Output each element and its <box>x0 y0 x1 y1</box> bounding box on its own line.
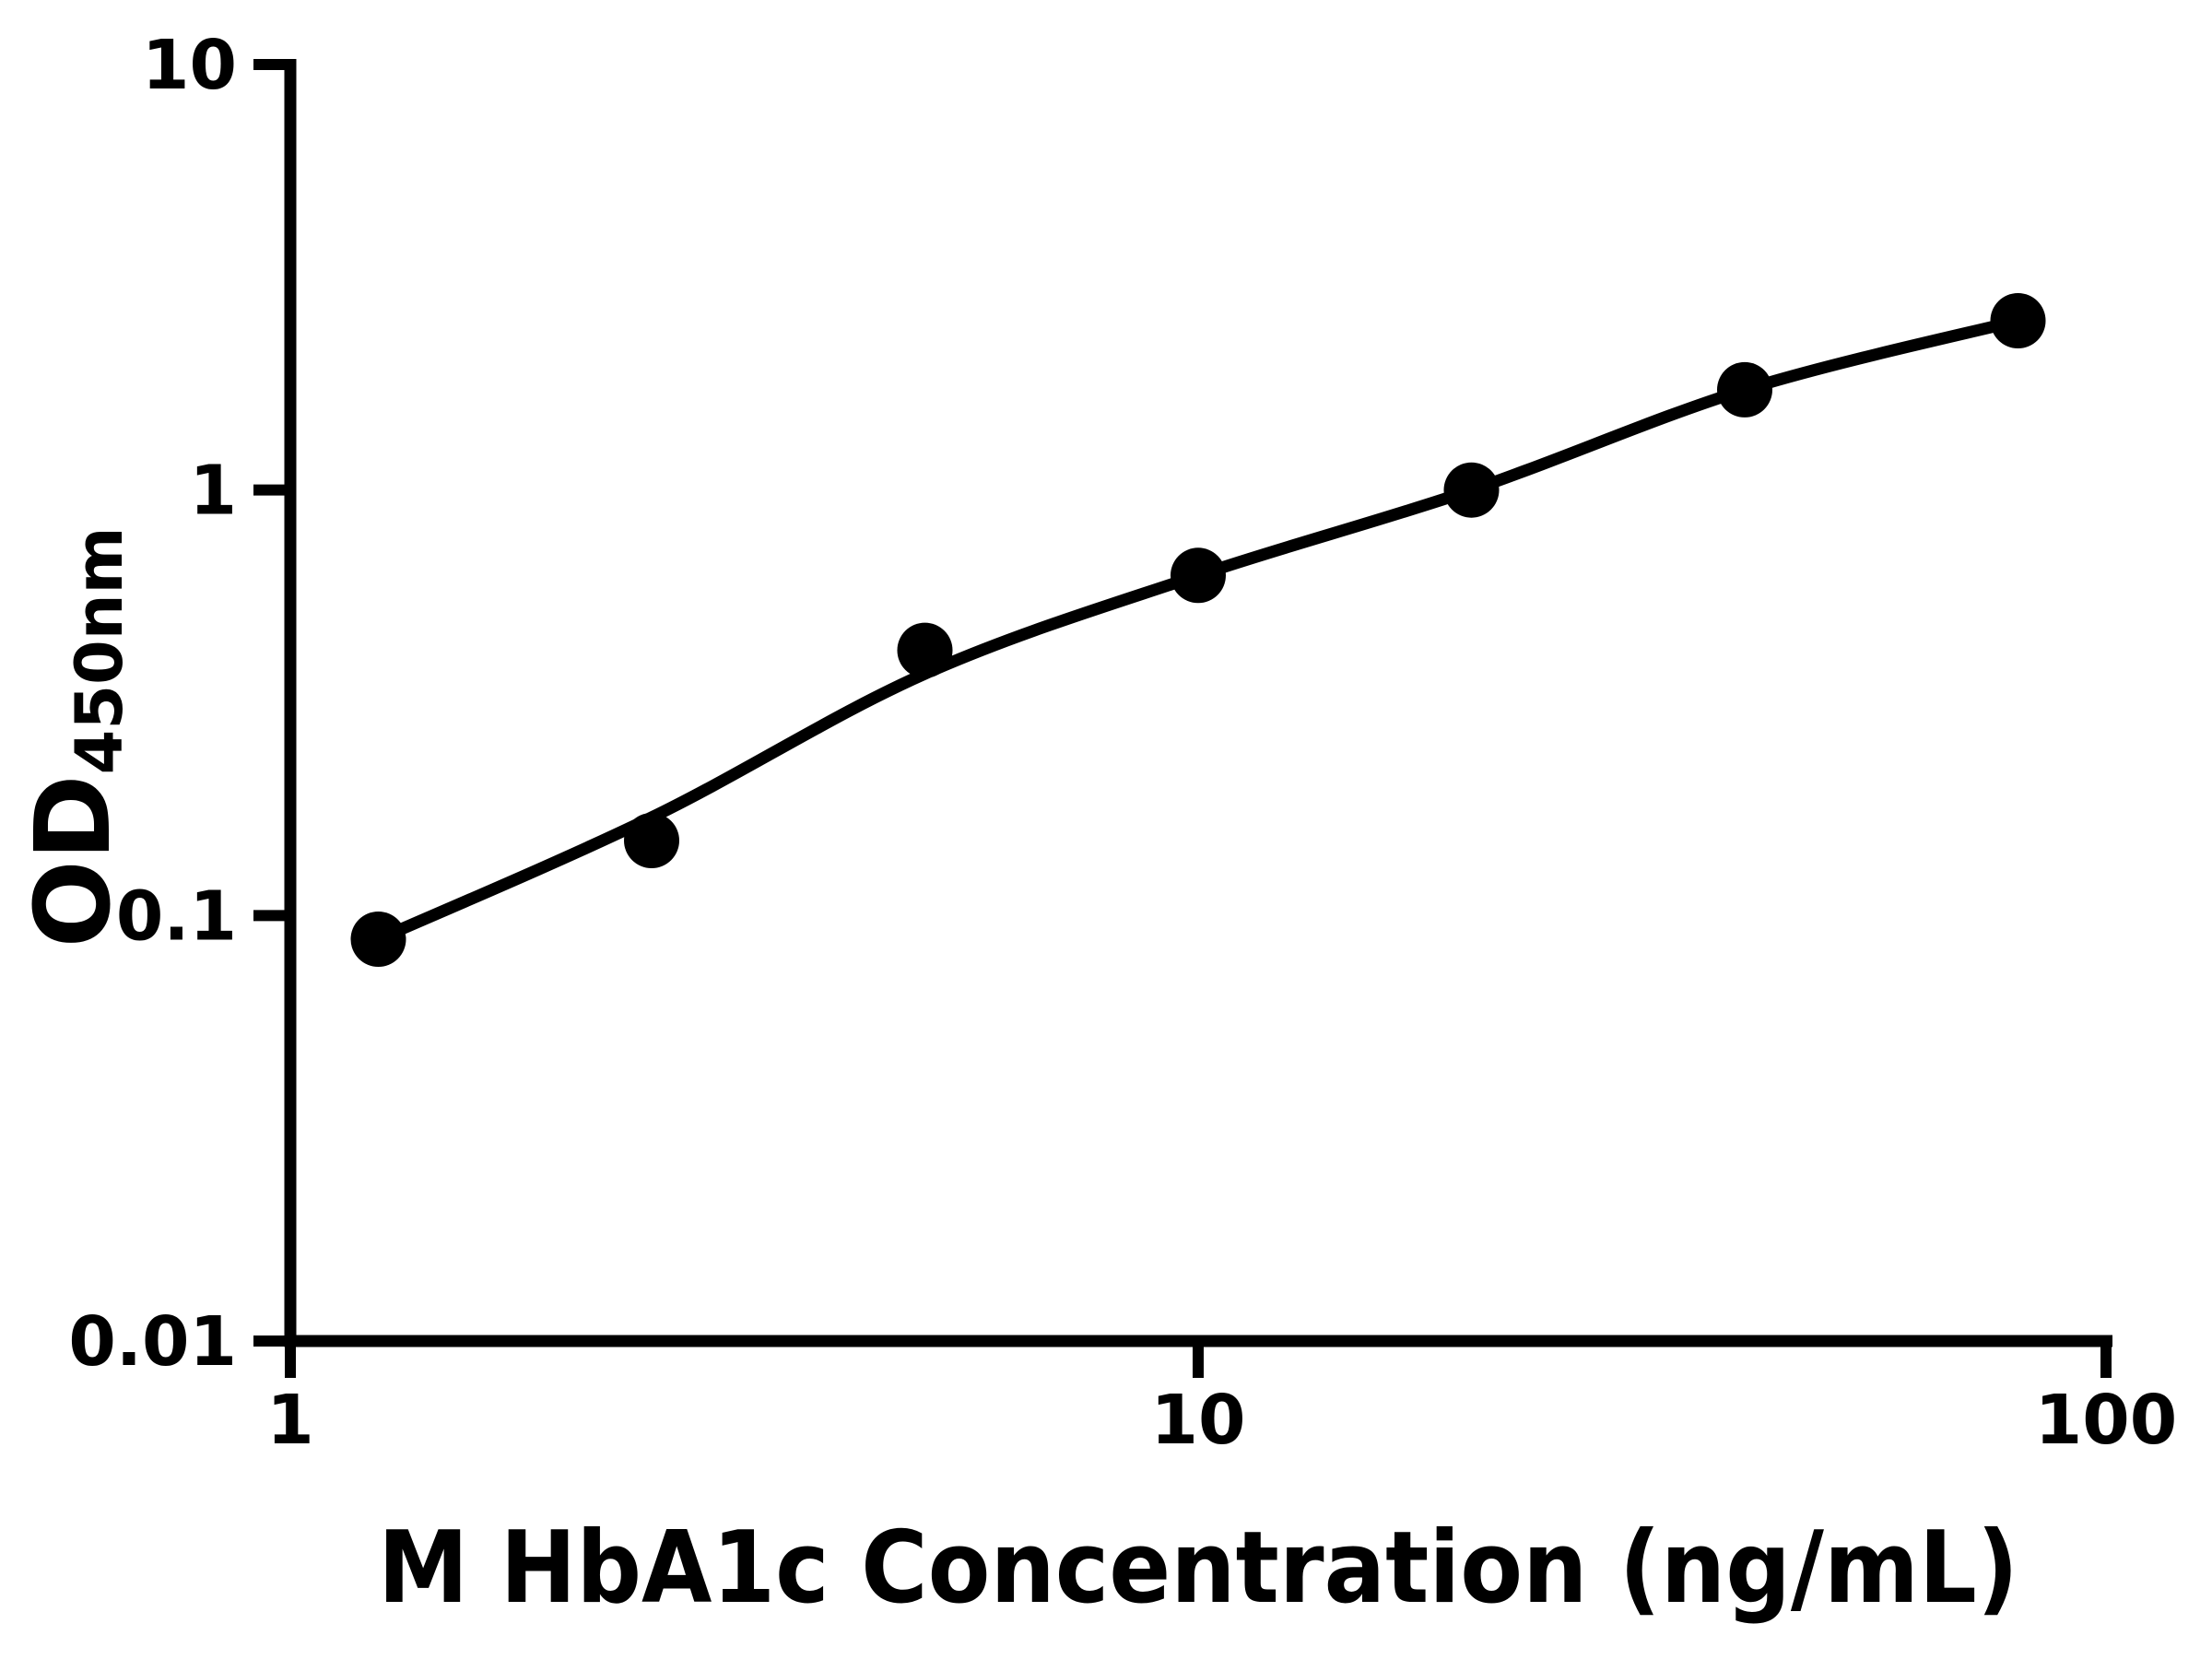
data-point <box>1443 462 1500 518</box>
fit-curve-line <box>375 314 2020 945</box>
axis-lines <box>284 59 2112 1347</box>
data-point <box>624 813 679 868</box>
x-axis-ticks: 1 10 100 <box>266 1341 2177 1460</box>
y-axis-ticks: 0.01 0.1 1 10 <box>68 26 290 1382</box>
x-tick-label: 100 <box>2035 1381 2177 1460</box>
data-point <box>1990 293 2046 348</box>
y-tick-label: 1 <box>190 452 238 531</box>
data-point <box>897 622 953 678</box>
data-point <box>1171 547 1226 604</box>
y-tick-label: 0.01 <box>68 1302 237 1382</box>
y-tick-label: 0.1 <box>116 877 237 956</box>
data-point <box>1717 361 1772 418</box>
y-axis-title-sub: 450nm <box>62 526 137 774</box>
y-tick-label: 10 <box>142 26 237 105</box>
x-tick-label: 10 <box>1151 1381 1246 1460</box>
data-point <box>350 912 406 967</box>
y-axis-title: OD450nm <box>14 526 137 947</box>
data-points <box>350 293 2046 967</box>
x-axis-title: M HbA1c Concentration (ng/mL) <box>378 1511 2018 1626</box>
x-tick-label: 1 <box>266 1381 314 1460</box>
y-axis-title-main: OD <box>14 774 134 947</box>
